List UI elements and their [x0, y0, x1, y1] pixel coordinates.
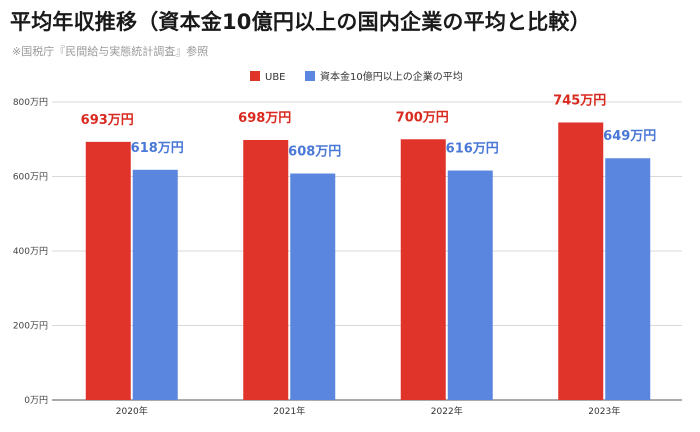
- y-tick-label: 200万円: [13, 321, 48, 332]
- data-label-average: 649万円: [603, 129, 656, 144]
- source-note: ※国税庁『民間給与実態統計調査』参照: [12, 45, 209, 58]
- data-label-average: 616万円: [446, 142, 499, 157]
- bar-ube-2022年: [400, 139, 446, 400]
- x-tick-label: 2022年: [431, 405, 463, 417]
- x-tick-label: 2021年: [273, 405, 305, 417]
- legend-label-average: 資本金10億円以上の企業の平均: [320, 70, 463, 83]
- data-label-ube: 698万円: [238, 111, 291, 126]
- data-label-ube: 700万円: [396, 110, 449, 125]
- chart-title: 平均年収推移（資本金10億円以上の国内企業の平均と比較）: [10, 10, 591, 34]
- bar-average-2021年: [290, 173, 336, 400]
- bar-average-2023年: [605, 158, 651, 400]
- data-label-ube: 745万円: [553, 93, 606, 108]
- bar-average-2020年: [132, 169, 178, 400]
- data-label-average: 608万円: [288, 145, 341, 160]
- y-tick-label: 0万円: [24, 395, 48, 406]
- legend-swatch-ube: [250, 71, 260, 81]
- legend-swatch-average: [305, 71, 315, 81]
- bar-ube-2020年: [85, 141, 131, 401]
- y-tick-label: 400万円: [13, 246, 48, 257]
- data-label-average: 618万円: [131, 141, 184, 156]
- y-tick-label: 800万円: [13, 97, 48, 108]
- y-tick-label: 600万円: [13, 172, 48, 183]
- bar-ube-2023年: [558, 122, 604, 401]
- data-label-ube: 693万円: [81, 113, 134, 128]
- legend-label-ube: UBE: [265, 72, 286, 83]
- bar-average-2022年: [447, 170, 493, 400]
- x-tick-label: 2020年: [116, 405, 148, 417]
- x-tick-label: 2023年: [588, 405, 620, 417]
- bar-ube-2021年: [243, 139, 289, 400]
